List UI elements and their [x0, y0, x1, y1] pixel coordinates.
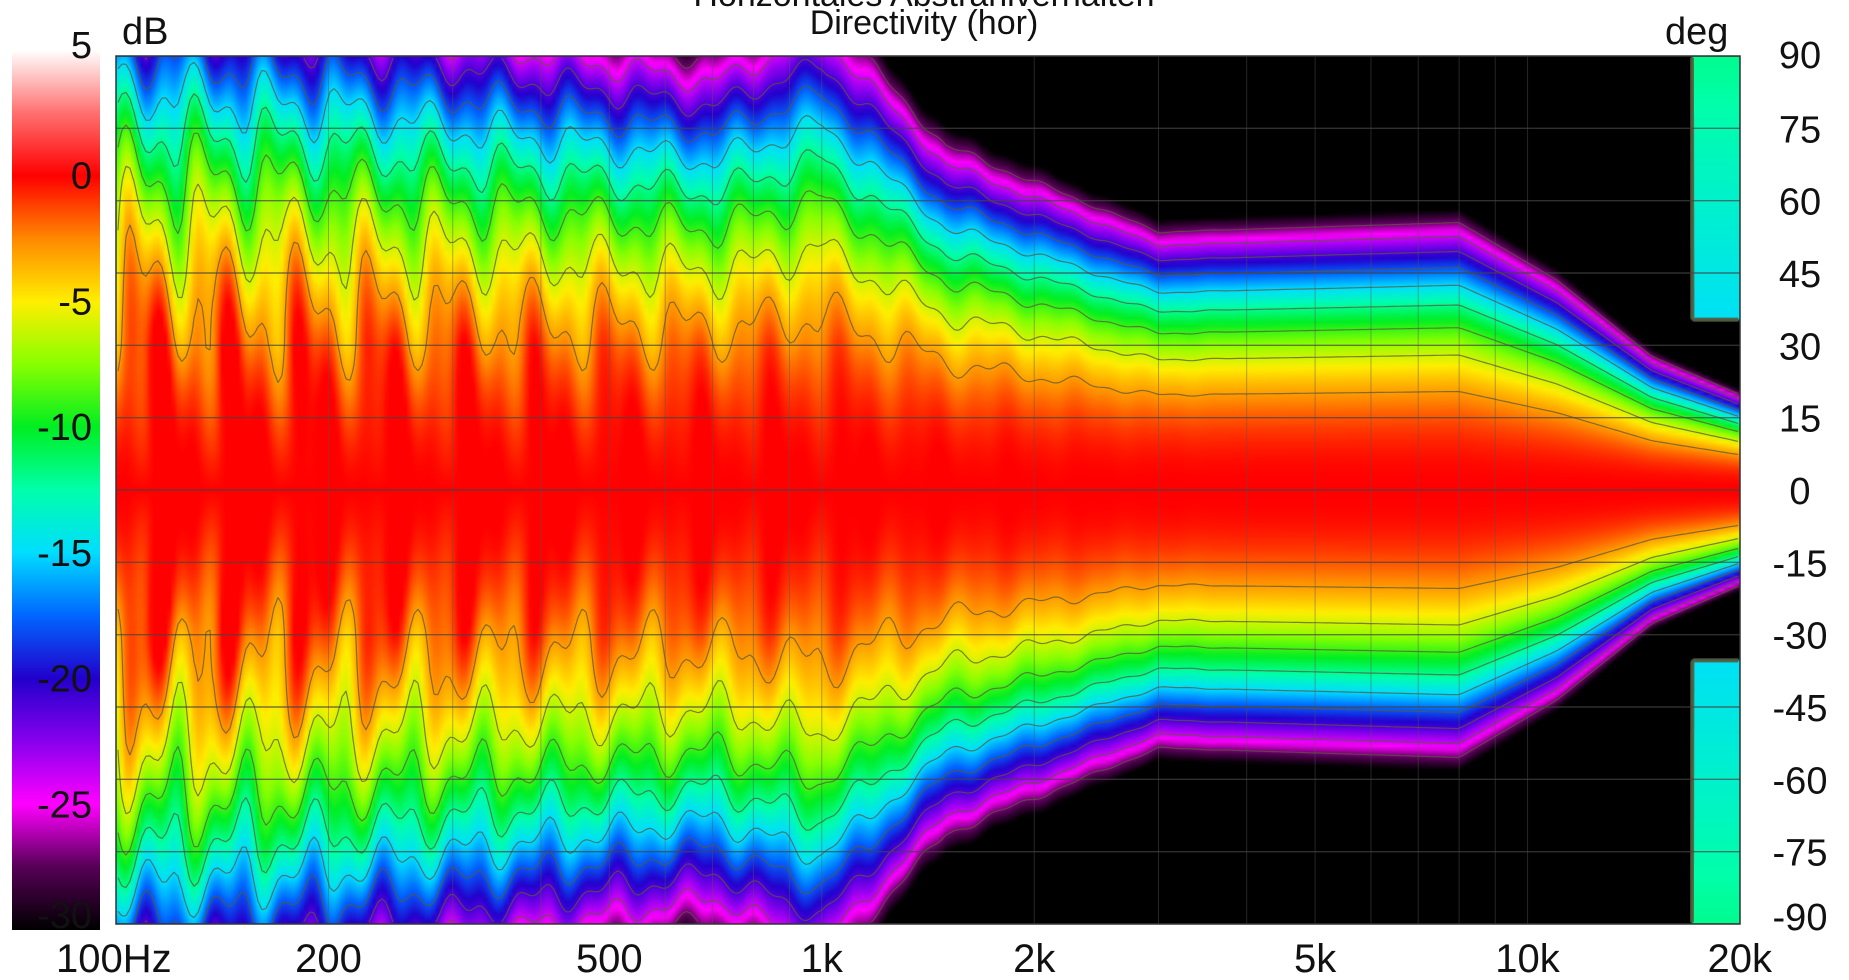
chart-title-group: Horizontales Abstrahlverhalten Directivi… [693, 0, 1154, 42]
y-tick-label: 60 [1779, 182, 1821, 224]
contour-line [117, 91, 1739, 889]
colorbar-tick-label: -30 [37, 895, 92, 937]
x-tick-label: 1k [801, 937, 844, 980]
colorbar-tick-label: -15 [37, 533, 92, 575]
plot-frame [115, 55, 1741, 925]
x-tick-label: 5k [1294, 937, 1337, 980]
contour-line [117, 58, 1739, 922]
y-tick-label: -75 [1773, 833, 1828, 875]
colorbar-tick-label: 0 [71, 156, 92, 198]
y-tick-label: -15 [1773, 543, 1828, 585]
chart-subtitle: Directivity (hor) [810, 4, 1039, 42]
y-tick-label: -45 [1773, 688, 1828, 730]
colorbar-tick-label: -5 [58, 281, 92, 323]
contour-line [675, 57, 1739, 923]
y-tick-label: -90 [1773, 897, 1828, 939]
y-tick-label: 45 [1779, 254, 1821, 296]
y-tick-label: 30 [1779, 326, 1821, 368]
contour-line [447, 57, 1739, 923]
db-unit-label: dB [122, 11, 168, 53]
colorbar-tick-label: -20 [37, 659, 92, 701]
colorbar-tick-label: -10 [37, 407, 92, 449]
x-tick-label: 2k [1013, 937, 1056, 980]
contour-line [117, 124, 1739, 856]
contour-line [144, 57, 1739, 923]
y-tick-label: 0 [1789, 471, 1810, 513]
y-tick-label: -30 [1773, 616, 1828, 658]
x-tick-label: 10k [1495, 937, 1560, 980]
y-tick-label: 75 [1779, 109, 1821, 151]
contour-line [117, 224, 1739, 756]
contour-line [133, 57, 1739, 923]
x-tick-label: 100Hz [56, 937, 172, 980]
deg-unit-label: deg [1665, 11, 1728, 53]
x-tick-label: 500 [576, 937, 643, 980]
contour-line [117, 165, 1739, 815]
x-tick-label: 200 [295, 937, 362, 980]
x-tick-label: 20k [1708, 937, 1773, 980]
colorbar-gradient [12, 50, 100, 930]
y-tick-label: 90 [1779, 35, 1821, 77]
colorbar: 5 0 -5 -10 -15 -20 -25 -30 [12, 25, 100, 937]
y-tick-label: -60 [1773, 760, 1828, 802]
heatmap-plot-area [115, 55, 1741, 925]
colorbar-tick-label: -25 [37, 784, 92, 826]
colorbar-tick-label: 5 [71, 25, 92, 67]
y-tick-label: 15 [1779, 399, 1821, 441]
chart-title: Horizontales Abstrahlverhalten [693, 0, 1154, 14]
